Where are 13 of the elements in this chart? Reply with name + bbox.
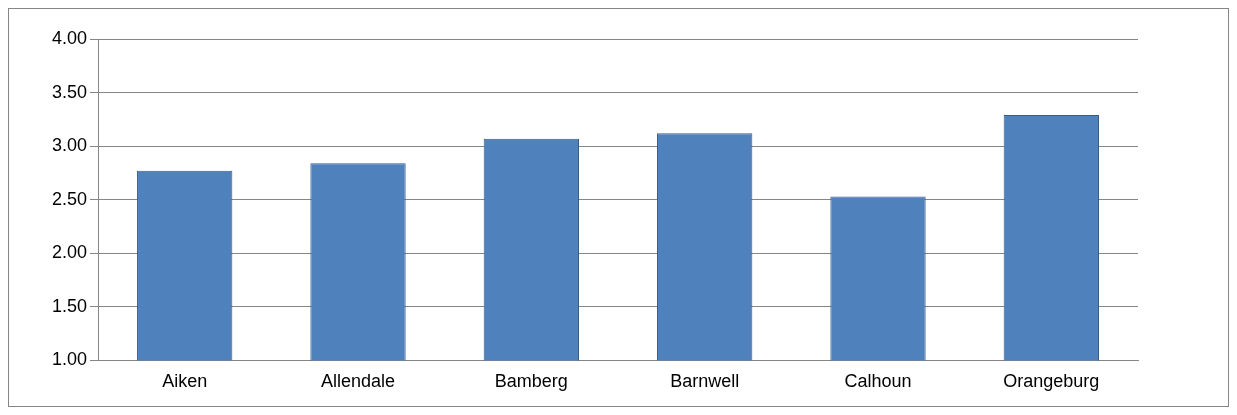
x-tick-label: Bamberg <box>494 371 568 392</box>
x-tick-label: Calhoun <box>844 371 912 392</box>
x-tick-label: Allendale <box>320 371 396 392</box>
x-tick-label: Barnwell <box>670 371 740 392</box>
y-tick-label: 3.00 <box>51 135 88 156</box>
y-tick-label: 3.50 <box>51 81 88 102</box>
y-tick-label: 2.00 <box>51 242 88 263</box>
x-tick-label: Orangeburg <box>1003 371 1100 392</box>
y-tick-label: 1.50 <box>51 295 88 316</box>
y-tick-label: 4.00 <box>51 27 88 48</box>
y-tick-label: 1.00 <box>51 349 88 370</box>
y-tick-label: 2.50 <box>51 188 88 209</box>
x-tick-label: Aiken <box>162 371 208 392</box>
